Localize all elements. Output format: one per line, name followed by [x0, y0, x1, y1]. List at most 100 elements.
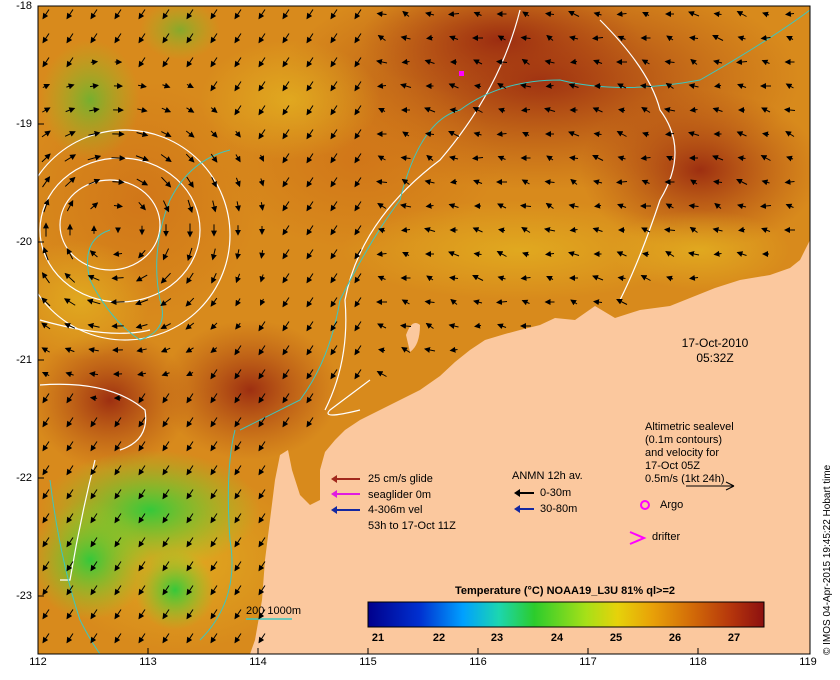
glider-line: 25 cm/s glide — [368, 473, 433, 485]
velocity-arrow — [258, 633, 266, 644]
velocity-arrow — [616, 10, 627, 17]
velocity-arrow — [664, 59, 675, 66]
velocity-arrow — [282, 297, 290, 308]
velocity-arrow — [306, 297, 314, 308]
velocity-arrow — [713, 250, 722, 257]
velocity-arrow — [66, 441, 74, 452]
velocity-arrow — [330, 201, 338, 212]
velocity-arrow — [401, 58, 410, 65]
lon-label: 115 — [359, 656, 377, 668]
velocity-arrow — [642, 12, 650, 18]
velocity-arrow — [448, 203, 459, 209]
velocity-arrow — [210, 561, 218, 572]
velocity-arrow — [114, 33, 122, 44]
velocity-arrow — [138, 561, 146, 572]
velocity-arrow — [66, 248, 74, 260]
velocity-arrow — [114, 417, 122, 428]
velocity-arrow — [86, 298, 101, 305]
velocity-arrow — [42, 417, 50, 428]
lon-label: 119 — [799, 656, 817, 668]
velocity-arrow — [592, 35, 604, 41]
velocity-arrow — [234, 154, 241, 163]
velocity-arrow — [282, 273, 290, 284]
velocity-arrow — [330, 225, 338, 236]
velocity-arrow — [424, 347, 436, 353]
velocity-arrow — [114, 633, 122, 644]
velocity-arrow — [521, 58, 530, 65]
velocity-arrow — [258, 609, 266, 620]
velocity-arrow — [88, 130, 101, 137]
velocity-arrow — [138, 513, 146, 524]
velocity-arrow — [426, 275, 434, 282]
velocity-arrow — [306, 225, 314, 236]
velocity-arrow — [545, 11, 555, 18]
velocity-arrow — [306, 417, 314, 428]
velocity-arrow — [160, 154, 172, 163]
velocity-arrow — [162, 200, 170, 213]
velocity-arrow — [688, 131, 700, 137]
velocity-arrow — [424, 299, 435, 306]
colorbar-tick: 26 — [668, 632, 682, 644]
velocity-arrow — [64, 347, 75, 353]
velocity-arrow — [400, 155, 411, 162]
velocity-arrow — [186, 107, 195, 113]
velocity-arrow — [450, 298, 458, 306]
velocity-arrow — [497, 82, 507, 89]
velocity-arrow — [521, 179, 530, 186]
velocity-arrow — [258, 129, 266, 140]
velocity-arrow — [162, 465, 170, 476]
velocity-arrow — [497, 323, 507, 330]
velocity-arrow — [785, 203, 794, 210]
velocity-arrow — [41, 322, 51, 330]
velocity-arrow — [186, 176, 194, 188]
velocity-arrow — [449, 346, 458, 353]
velocity-arrow — [258, 465, 266, 476]
velocity-arrow — [496, 299, 508, 305]
velocity-arrow — [306, 321, 314, 332]
altimetry-line: 17-Oct 05Z — [645, 460, 701, 472]
velocity-arrow — [162, 441, 170, 452]
velocity-arrow — [211, 177, 217, 188]
velocity-arrow — [112, 179, 125, 186]
velocity-arrow — [210, 417, 218, 428]
velocity-arrow — [425, 322, 434, 329]
velocity-arrow — [641, 227, 651, 233]
velocity-arrow — [330, 9, 338, 20]
velocity-arrow — [41, 153, 51, 163]
altimetry-line: 0.5m/s (1kt 24h) — [645, 473, 725, 485]
velocity-arrow — [41, 347, 50, 353]
velocity-arrow — [640, 83, 652, 89]
velocity-arrow — [473, 251, 482, 258]
velocity-arrow — [258, 417, 266, 428]
velocity-arrow — [761, 179, 770, 186]
velocity-arrow — [90, 202, 99, 210]
velocity-arrow — [354, 177, 362, 188]
velocity-arrow — [41, 130, 51, 138]
velocity-arrow — [282, 417, 290, 428]
velocity-arrow — [472, 155, 484, 161]
velocity-arrow — [330, 177, 338, 188]
velocity-arrow — [185, 322, 195, 330]
velocity-arrow — [568, 251, 580, 257]
velocity-arrow — [688, 11, 700, 17]
velocity-arrow — [306, 9, 314, 20]
map-datetime: 17-Oct-2010 05:32Z — [660, 336, 770, 366]
velocity-arrow — [354, 9, 362, 20]
velocity-arrow — [210, 322, 218, 330]
velocity-arrow — [378, 347, 386, 354]
velocity-arrow — [210, 585, 218, 596]
velocity-arrow — [282, 345, 290, 356]
velocity-arrow — [210, 633, 218, 644]
velocity-arrow — [90, 465, 98, 476]
velocity-arrow — [42, 489, 50, 500]
velocity-arrow — [761, 227, 771, 234]
velocity-arrow — [376, 371, 387, 377]
velocity-arrow — [544, 179, 555, 186]
velocity-arrow — [186, 247, 193, 261]
velocity-arrow — [689, 106, 698, 113]
velocity-arrow — [306, 129, 314, 140]
velocity-arrow — [473, 131, 482, 138]
lon-label: 113 — [139, 656, 157, 668]
velocity-arrow — [521, 299, 530, 306]
velocity-arrow — [666, 156, 674, 162]
